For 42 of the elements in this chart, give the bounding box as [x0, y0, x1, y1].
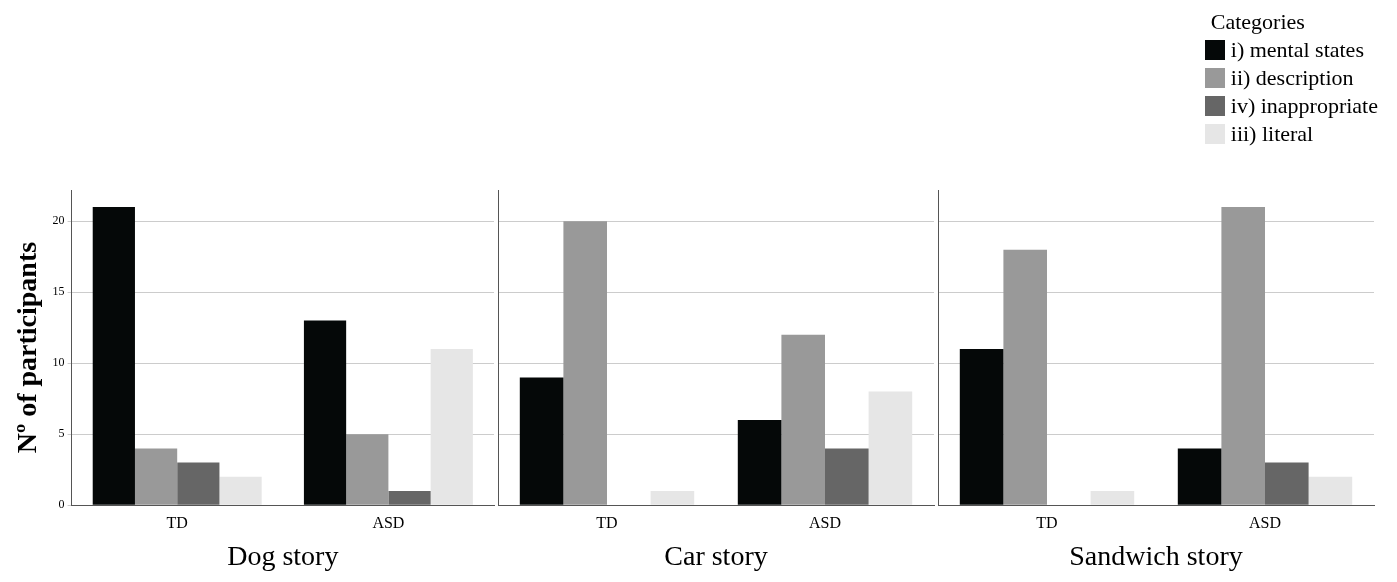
y-axis-title: Nº of participants — [11, 241, 43, 454]
y-tick-label: 10 — [52, 355, 65, 370]
legend-label: iv) inappropriate — [1230, 92, 1378, 120]
x-axis-title: Car story — [664, 539, 768, 571]
x-axis-title: Dog story — [227, 539, 339, 571]
bar — [825, 448, 869, 505]
bar — [388, 491, 431, 505]
bar — [563, 221, 607, 505]
x-tick-label: TD — [596, 514, 618, 531]
bar — [219, 476, 262, 505]
bar — [1308, 476, 1353, 505]
legend-title: Categories — [1209, 8, 1306, 36]
legend-label: iii) literal — [1230, 120, 1314, 148]
bar — [430, 349, 473, 505]
bar — [177, 462, 220, 505]
legend-label: ii) description — [1230, 64, 1354, 92]
bar — [519, 377, 564, 505]
x-tick-label: ASD — [1248, 514, 1282, 531]
x-tick-label: ASD — [372, 514, 405, 531]
bar — [1177, 448, 1222, 505]
x-tick-label: TD — [166, 514, 188, 531]
bar — [650, 491, 695, 505]
bar — [1003, 249, 1047, 505]
y-tick-label: 20 — [52, 213, 65, 228]
bar — [92, 207, 135, 505]
bar — [1265, 462, 1309, 505]
legend-label: i) mental states — [1230, 36, 1364, 64]
y-tick-label: 5 — [58, 426, 65, 441]
bar — [346, 434, 389, 505]
x-tick-label: ASD — [808, 514, 842, 531]
bar — [134, 448, 178, 505]
x-tick-label: TD — [1036, 514, 1058, 531]
bar — [1221, 207, 1265, 505]
y-tick-label: 15 — [52, 284, 65, 299]
x-axis-title: Sandwich story — [1069, 539, 1243, 571]
bar — [781, 334, 825, 505]
bar — [868, 391, 913, 505]
bar — [737, 420, 782, 505]
y-tick-label: 0 — [58, 497, 65, 512]
bar — [303, 320, 347, 505]
bar — [1090, 491, 1135, 505]
bar — [959, 349, 1004, 505]
